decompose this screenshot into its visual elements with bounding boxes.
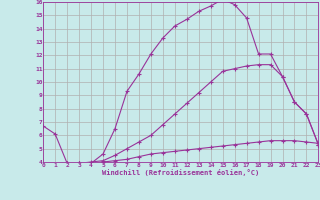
X-axis label: Windchill (Refroidissement éolien,°C): Windchill (Refroidissement éolien,°C) <box>102 169 260 176</box>
